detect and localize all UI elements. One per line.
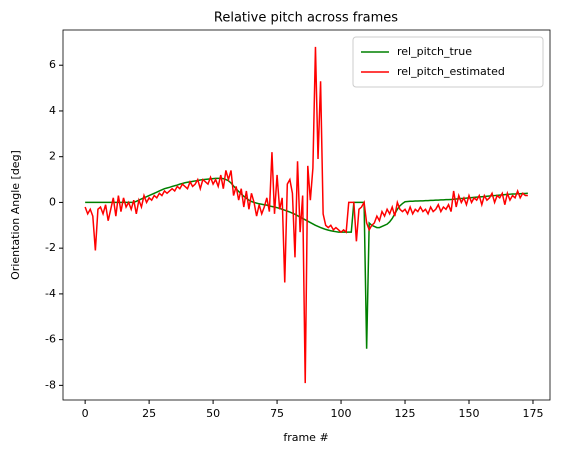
y-tick-label: 6 xyxy=(49,58,56,71)
y-tick-label: 0 xyxy=(49,195,56,208)
legend-label: rel_pitch_estimated xyxy=(397,65,505,78)
y-tick-label: -4 xyxy=(45,287,56,300)
x-tick-label: 150 xyxy=(459,407,480,420)
legend-label: rel_pitch_true xyxy=(397,45,472,58)
x-tick-label: 50 xyxy=(206,407,220,420)
series-line xyxy=(84,46,528,384)
y-tick-label: -6 xyxy=(45,333,56,346)
x-tick-label: 25 xyxy=(142,407,156,420)
x-tick-label: 175 xyxy=(522,407,543,420)
legend-box xyxy=(352,36,544,88)
plot-frame xyxy=(62,29,551,401)
y-tick-label: -2 xyxy=(45,241,56,254)
x-tick-label: 0 xyxy=(82,407,89,420)
x-tick-label: 100 xyxy=(331,407,352,420)
y-axis-label: Orientation Angle [deg] xyxy=(9,150,22,280)
y-tick-label: 2 xyxy=(49,150,56,163)
x-tick-label: 75 xyxy=(270,407,284,420)
y-tick-label: 4 xyxy=(49,104,56,117)
chart-title: Relative pitch across frames xyxy=(214,11,398,26)
y-tick-label: -8 xyxy=(45,378,56,391)
x-tick-label: 125 xyxy=(395,407,416,420)
x-axis-label: frame # xyxy=(283,431,328,444)
